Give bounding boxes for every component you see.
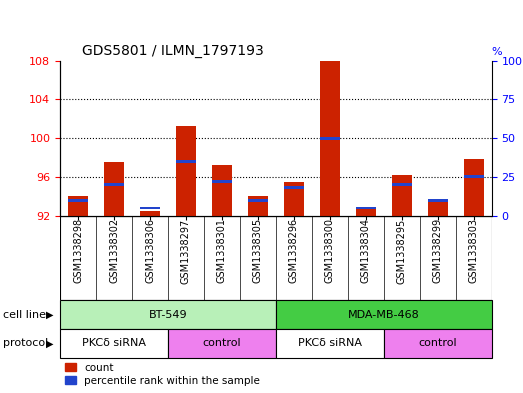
Bar (384, 329, 492, 358)
Bar (464, 160, 484, 216)
Bar (356, 207, 376, 209)
Bar (212, 180, 232, 183)
Bar (276, 300, 492, 329)
Text: GSM1338297: GSM1338297 (181, 218, 191, 283)
Text: GSM1338303: GSM1338303 (469, 218, 479, 283)
Text: GSM1338300: GSM1338300 (325, 218, 335, 283)
Bar (140, 211, 160, 216)
Text: GSM1338304: GSM1338304 (361, 218, 371, 283)
Bar (284, 186, 304, 189)
Text: GSM1338296: GSM1338296 (289, 218, 299, 283)
Text: GSM1338295: GSM1338295 (397, 218, 407, 283)
Text: GSM1338302: GSM1338302 (109, 218, 119, 283)
Text: ▶: ▶ (46, 338, 53, 348)
Text: PKCδ siRNA: PKCδ siRNA (298, 338, 362, 348)
Bar (248, 196, 268, 216)
Text: cell line: cell line (3, 310, 46, 320)
Text: %: % (492, 48, 502, 57)
Bar (176, 160, 196, 163)
Bar (464, 176, 484, 178)
Bar (212, 165, 232, 216)
Bar (68, 196, 88, 216)
Bar (392, 183, 412, 186)
Text: GSM1338299: GSM1338299 (433, 218, 442, 283)
Bar (60, 329, 168, 358)
Bar (104, 183, 124, 186)
Bar (428, 201, 448, 216)
Text: GSM1338305: GSM1338305 (253, 218, 263, 283)
Bar (60, 300, 276, 329)
Bar (276, 329, 384, 358)
Legend: count, percentile rank within the sample: count, percentile rank within the sample (65, 363, 260, 386)
Text: GSM1338298: GSM1338298 (73, 218, 83, 283)
Bar (168, 329, 276, 358)
Bar (320, 61, 340, 216)
Text: GDS5801 / ILMN_1797193: GDS5801 / ILMN_1797193 (82, 44, 264, 58)
Bar (176, 125, 196, 216)
Bar (356, 208, 376, 216)
Text: GSM1338306: GSM1338306 (145, 218, 155, 283)
Bar (284, 182, 304, 216)
Text: MDA-MB-468: MDA-MB-468 (348, 310, 419, 320)
Text: control: control (418, 338, 457, 348)
Text: GSM1338301: GSM1338301 (217, 218, 227, 283)
Bar (392, 175, 412, 216)
Bar (248, 199, 268, 202)
Text: control: control (202, 338, 241, 348)
Bar (68, 199, 88, 202)
Bar (428, 199, 448, 202)
Text: ▶: ▶ (46, 310, 53, 320)
Bar (320, 137, 340, 140)
Text: PKCδ siRNA: PKCδ siRNA (82, 338, 146, 348)
Bar (140, 207, 160, 209)
Text: protocol: protocol (3, 338, 48, 348)
Text: BT-549: BT-549 (149, 310, 187, 320)
Bar (104, 162, 124, 216)
